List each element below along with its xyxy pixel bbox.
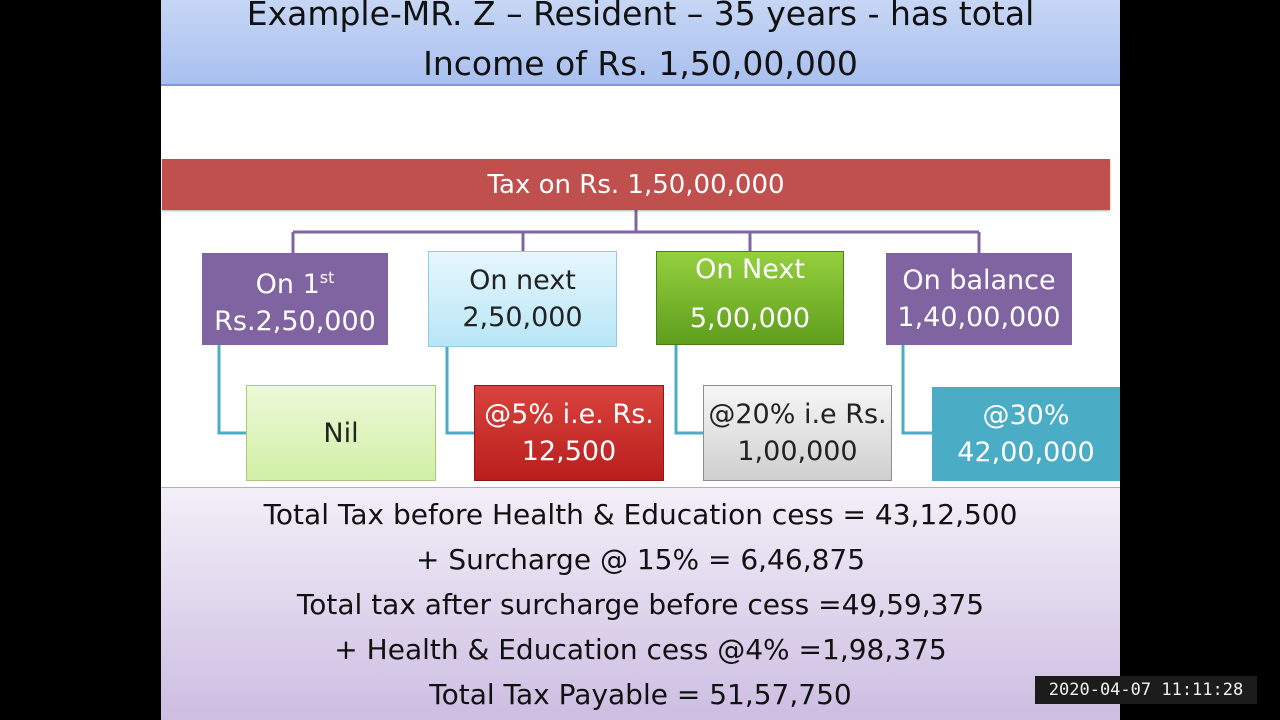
slab-box-4: On balance 1,40,00,000 bbox=[886, 253, 1072, 345]
connector-elbow-2 bbox=[445, 347, 474, 435]
video-timestamp: 2020-04-07 11:11:28 bbox=[1035, 676, 1257, 704]
summary-line-1: Total Tax before Health & Education cess… bbox=[263, 498, 1018, 531]
slab-label-1-line-1: On 1st bbox=[256, 259, 335, 303]
connector-lines bbox=[217, 210, 981, 435]
slab-label-1-superscript: st bbox=[319, 267, 335, 287]
tax-box-1: Nil bbox=[246, 385, 436, 481]
tax-box-2-line-1: @5% i.e. Rs. bbox=[484, 399, 654, 430]
tax-box-3: @20% i.e Rs. 1,00,000 bbox=[703, 385, 892, 481]
summary-band: Total Tax before Health & Education cess… bbox=[161, 487, 1120, 720]
title-band: Example-MR. Z – Resident – 35 years - ha… bbox=[161, 0, 1120, 86]
slab-label-3-line-2: 5,00,000 bbox=[689, 303, 811, 334]
summary-line-3: Total tax after surcharge before cess =4… bbox=[296, 588, 985, 621]
summary-line-2: + Surcharge @ 15% = 6,46,875 bbox=[415, 543, 866, 576]
slab-label-2-line-2: 2,50,000 bbox=[462, 302, 583, 333]
tax-box-3-line-2: 1,00,000 bbox=[737, 436, 858, 467]
tax-box-1-line-1: Nil bbox=[323, 417, 359, 449]
slab-label-1-text: On 1 bbox=[255, 268, 320, 300]
tax-box-4: @30% 42,00,000 bbox=[932, 387, 1120, 481]
summary-line-4: + Health & Education cess @4% =1,98,375 bbox=[334, 633, 947, 666]
diagram-header: Tax on Rs. 1,50,00,000 bbox=[162, 159, 1110, 210]
slide: Example-MR. Z – Resident – 35 years - ha… bbox=[161, 0, 1120, 720]
tax-box-4-line-1: @30% bbox=[982, 400, 1070, 431]
slab-label-3-line-1: On Next bbox=[695, 254, 805, 285]
connector-elbow-4 bbox=[901, 345, 932, 435]
slide-title-line-2: Income of Rs. 1,50,00,000 bbox=[423, 44, 858, 83]
summary-line-5: Total Tax Payable = 51,57,750 bbox=[429, 678, 852, 711]
tax-box-4-line-2: 42,00,000 bbox=[957, 437, 1095, 468]
slab-box-1: On 1st Rs.2,50,000 bbox=[202, 253, 388, 345]
slab-label-4-line-2: 1,40,00,000 bbox=[897, 302, 1061, 333]
slide-title-line-1: Example-MR. Z – Resident – 35 years - ha… bbox=[246, 0, 1035, 33]
tax-box-2-line-2: 12,500 bbox=[521, 436, 617, 467]
slab-label-2-line-1: On next bbox=[469, 265, 576, 296]
tax-box-3-line-1: @20% i.e Rs. bbox=[708, 399, 887, 430]
slab-label-4-line-1: On balance bbox=[902, 265, 1056, 296]
tax-box-2: @5% i.e. Rs. 12,500 bbox=[474, 385, 664, 481]
slab-box-3: On Next 5,00,000 bbox=[656, 251, 844, 345]
connector-elbow-1 bbox=[217, 345, 246, 435]
slab-label-1-line-2: Rs.2,50,000 bbox=[214, 305, 376, 337]
connector-elbow-3 bbox=[674, 345, 703, 435]
slab-box-2: On next 2,50,000 bbox=[428, 251, 617, 347]
